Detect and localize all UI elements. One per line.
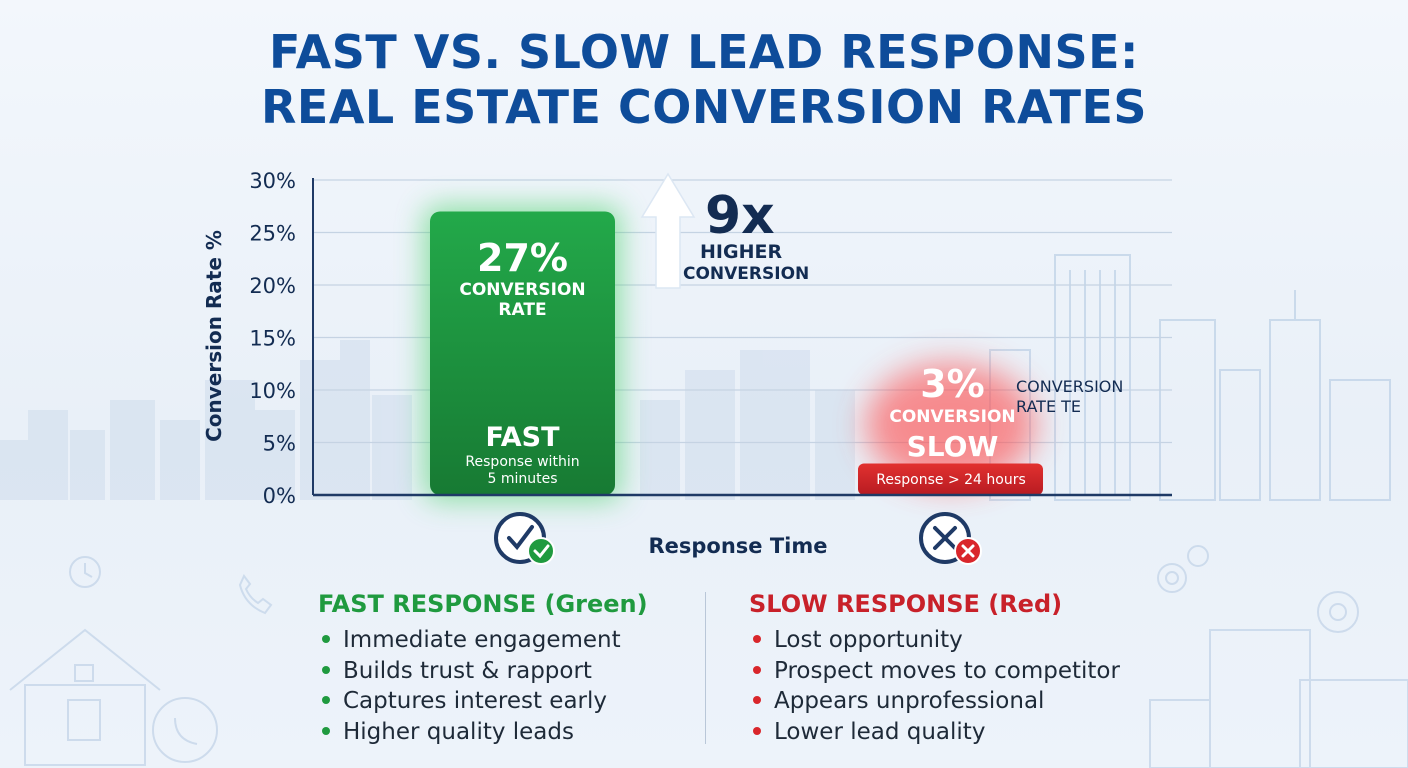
y-tick-label: 30%	[249, 169, 296, 193]
slow-value-caption: CONVERSION	[889, 407, 1016, 427]
slow-value-label: 3%	[920, 362, 985, 406]
slow-legend-text: Lost opportunity	[774, 627, 963, 653]
slow-legend-text: Appears unprofessional	[774, 688, 1045, 714]
buildings-bottom-right	[1149, 629, 1408, 768]
fast-legend-item: Higher quality leads	[318, 717, 621, 748]
fast-value-caption-2: RATE	[498, 300, 547, 320]
fast-legend-item: Captures interest early	[318, 686, 621, 717]
up-arrow-icon	[640, 172, 696, 289]
annotation-line-2: CONVERSION	[683, 264, 809, 284]
slow-caption: Response > 24 hours	[876, 472, 1026, 488]
skyline-right	[989, 254, 1391, 501]
slow-legend-item: Prospect moves to competitor	[749, 656, 1120, 687]
axes	[312, 178, 1172, 497]
slow-legend-text: Prospect moves to competitor	[774, 657, 1120, 684]
slow-legend-text: Lower lead quality	[774, 718, 986, 745]
slow-side-note-line-1: CONVERSION	[1016, 377, 1123, 396]
slow-legend-heading: SLOW RESPONSE (Red)	[749, 590, 1063, 618]
slow-side-note-line-2: RATE TE	[1016, 397, 1081, 416]
annotation-line-1: HIGHER	[700, 241, 782, 263]
clock-check-icon	[494, 512, 555, 565]
y-tick-label: 25%	[249, 222, 296, 246]
clock-bg-icon	[69, 556, 101, 588]
bullet-dot-icon	[753, 665, 761, 674]
phone-bg-icon	[238, 574, 273, 615]
fast-bar	[430, 211, 615, 495]
y-axis-label: Conversion Rate %	[202, 230, 226, 442]
title-line-2: REAL ESTATE CONVERSION RATES	[260, 80, 1148, 134]
slow-legend-item: Lower lead quality	[749, 717, 1120, 748]
bullet-dot-icon	[753, 635, 761, 643]
fast-value-label: 27%	[477, 236, 568, 280]
y-tick-label: 5%	[263, 432, 296, 456]
phone-bubble-icon	[152, 697, 218, 763]
fast-legend-item: Builds trust & rapport	[318, 656, 621, 687]
bullet-dot-icon	[322, 696, 330, 704]
fast-legend-heading: FAST RESPONSE (Green)	[318, 590, 648, 618]
y-tick-label: 15%	[249, 327, 296, 351]
slow-legend-item: Lost opportunity	[749, 625, 1120, 656]
y-axis-ticks: 0% 5% 10% 15% 20% 25% 30%	[249, 169, 296, 508]
fast-legend-item: Immediate engagement	[318, 625, 621, 656]
fast-caption-2: 5 minutes	[487, 471, 558, 487]
bullet-dot-icon	[322, 726, 330, 735]
y-tick-label: 10%	[249, 379, 296, 403]
multiplier-label: 9x	[705, 186, 775, 246]
y-tick-label: 20%	[249, 274, 296, 298]
slow-bar	[858, 463, 1043, 495]
bullet-dot-icon	[753, 696, 761, 704]
clock-x-icon	[919, 512, 982, 565]
x-axis-label: Response Time	[648, 534, 827, 558]
slow-legend-item: Appears unprofessional	[749, 686, 1120, 717]
bullet-dot-icon	[322, 635, 330, 643]
fast-legend-text: Immediate engagement	[343, 627, 621, 653]
fast-legend-list: Immediate engagement Builds trust & rappo…	[318, 625, 621, 747]
slow-bar-glow	[865, 363, 1036, 487]
fast-caption-1: Response within	[465, 454, 580, 470]
legend-divider	[705, 592, 706, 744]
fast-legend-text: Higher quality leads	[343, 718, 574, 745]
skyline-left	[0, 340, 412, 500]
fast-legend-text: Captures interest early	[343, 688, 607, 714]
fast-legend-text: Builds trust & rapport	[343, 657, 592, 684]
gear-bg-icon	[1157, 545, 1359, 633]
slow-category-label: SLOW	[906, 430, 999, 463]
bars	[424, 205, 1043, 501]
y-tick-label: 0%	[263, 484, 296, 508]
title-line-1: FAST VS. SLOW LEAD RESPONSE:	[269, 25, 1139, 79]
bullet-dot-icon	[322, 665, 330, 674]
fast-value-caption-1: CONVERSION	[459, 280, 586, 300]
house-icon	[9, 628, 161, 766]
bullet-dot-icon	[753, 726, 761, 735]
skyline-middle	[640, 350, 855, 500]
slow-legend-list: Lost opportunity Prospect moves to compet…	[749, 625, 1120, 747]
fast-category-label: FAST	[485, 422, 560, 453]
